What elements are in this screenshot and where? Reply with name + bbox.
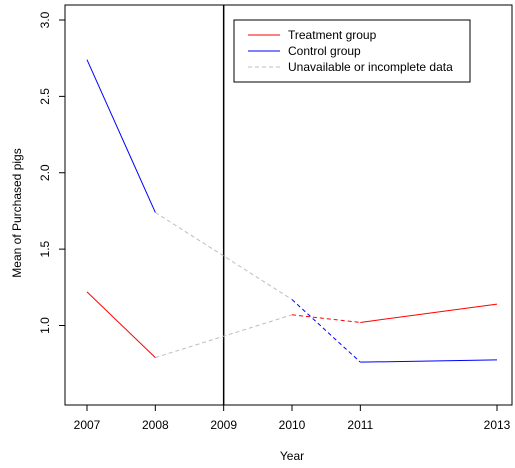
treatment-series-dashed — [291, 314, 361, 323]
data-lines — [86, 5, 498, 405]
treatment-series-line — [86, 291, 156, 358]
y-tick-label: 2.0 — [38, 164, 52, 181]
x-tick-label: 2010 — [279, 418, 306, 432]
y-tick-label: 1.5 — [38, 240, 52, 257]
x-tick-label: 2008 — [142, 418, 169, 432]
x-tick-label: 2013 — [484, 418, 511, 432]
control-series-line — [86, 59, 156, 213]
y-tick-label: 2.5 — [38, 88, 52, 105]
x-tick-label: 2009 — [210, 418, 237, 432]
y-tick-label: 1.0 — [38, 317, 52, 334]
x-axis: 2007 2008 2009 2010 2011 2013 — [74, 405, 511, 432]
legend: Treatment group Control group Unavailable … — [233, 19, 471, 83]
x-tick-label: 2011 — [347, 418, 373, 432]
missing-data-segment — [155, 314, 293, 359]
legend-label-missing: Unavailable or incomplete data — [288, 60, 453, 74]
y-axis: 1.0 1.5 2.0 2.5 3.0 — [38, 11, 65, 334]
control-series-line — [360, 359, 498, 363]
plot-frame — [64, 4, 513, 406]
control-series-dashed — [291, 299, 361, 363]
treatment-series-line — [360, 303, 498, 323]
y-axis-title: Mean of Purchased pigs — [10, 148, 24, 277]
legend-label-control: Control group — [288, 44, 361, 58]
plot-area — [64, 4, 513, 406]
x-tick-label: 2007 — [74, 418, 101, 432]
y-tick-label: 3.0 — [38, 11, 52, 28]
missing-data-segment — [155, 212, 293, 300]
legend-label-treatment: Treatment group — [288, 28, 377, 42]
x-axis-title: Year — [280, 449, 304, 463]
